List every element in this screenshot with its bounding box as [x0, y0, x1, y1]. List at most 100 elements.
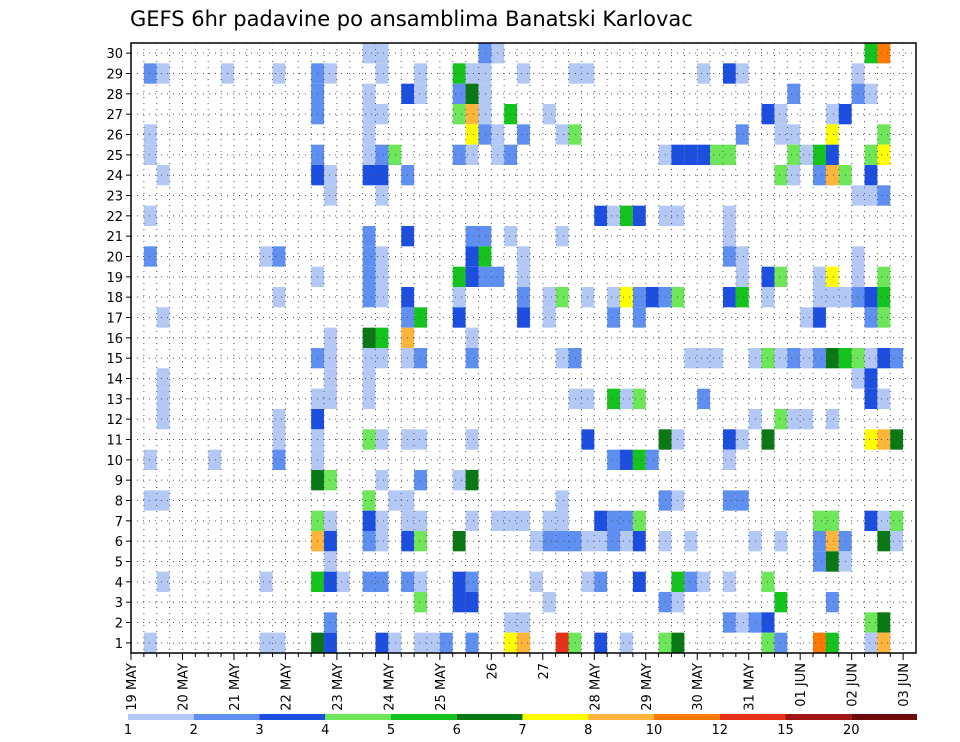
heatmap-cell [452, 470, 466, 491]
heatmap-cell [722, 571, 736, 592]
heatmap-cell [632, 449, 646, 470]
heatmap-cell [465, 104, 479, 125]
heatmap-cell [813, 266, 826, 287]
y-tick-label: 15 [106, 352, 123, 367]
y-tick-label: 7 [115, 515, 123, 530]
y-tick-label: 16 [106, 332, 123, 347]
heatmap-cell [517, 266, 530, 287]
heatmap-cell [143, 632, 157, 653]
heatmap-cell [555, 226, 569, 247]
legend-label: 7 [518, 723, 526, 738]
heatmap-cell [478, 43, 492, 64]
y-tick-label: 19 [106, 271, 123, 286]
legend-label: 10 [646, 723, 663, 738]
heatmap-cell [362, 43, 376, 64]
heatmap-cell [156, 388, 170, 409]
heatmap-cell [825, 144, 839, 165]
heatmap-cell [517, 63, 530, 84]
heatmap-cell [813, 287, 826, 308]
heatmap-cell [504, 612, 518, 633]
heatmap-cell [542, 510, 556, 531]
heatmap-cell [465, 632, 479, 653]
heatmap-cell [710, 348, 723, 369]
heatmap-cell [414, 571, 427, 592]
heatmap-cell [362, 83, 376, 104]
legend-swatch [785, 714, 852, 720]
y-tick-label: 21 [106, 230, 123, 245]
legend-swatch [588, 714, 654, 720]
heatmap-cell [143, 63, 157, 84]
heatmap-cell [607, 449, 621, 470]
y-tick-label: 28 [106, 88, 123, 103]
heatmap-cell [272, 449, 286, 470]
legend-swatch [325, 714, 391, 720]
y-tick-label: 17 [106, 312, 123, 327]
heatmap-cell [465, 246, 479, 267]
heatmap-cell [787, 165, 801, 186]
heatmap-cell [877, 287, 891, 308]
legend-label: 4 [321, 723, 329, 738]
y-tick-label: 8 [115, 495, 123, 510]
y-tick-label: 18 [106, 291, 123, 306]
heatmap-cell [851, 246, 865, 267]
heatmap-cell [362, 104, 376, 125]
legend-swatch [719, 714, 786, 720]
x-tick-label: 19 MAY [125, 663, 140, 711]
legend-label: 8 [584, 723, 592, 738]
heatmap-cell [414, 63, 427, 84]
heatmap-cell [735, 287, 749, 308]
plot-frame [130, 42, 917, 654]
heatmap-cell [336, 571, 350, 592]
legend-swatch [456, 714, 523, 720]
heatmap-cell [722, 429, 736, 450]
heatmap-cell [324, 165, 337, 186]
heatmap-cell [761, 348, 775, 369]
heatmap-cell [324, 470, 337, 491]
heatmap-cell [324, 531, 337, 552]
heatmap-cell [555, 510, 569, 531]
heatmap-cell [877, 612, 891, 633]
heatmap-cell [465, 226, 479, 247]
legend-label: 5 [387, 723, 395, 738]
y-tick-label: 5 [115, 556, 123, 571]
heatmap-cell [620, 287, 633, 308]
x-tick-label: 01 JUN [794, 663, 809, 707]
heatmap-cell [722, 63, 736, 84]
legend-swatch [259, 714, 326, 720]
heatmap-cell [800, 144, 814, 165]
heatmap-cell [722, 490, 736, 511]
heatmap-cell [774, 266, 788, 287]
heatmap-cell [813, 144, 826, 165]
legend-label: 20 [843, 723, 860, 738]
heatmap-cell [813, 307, 826, 328]
heatmap-cell [607, 307, 621, 328]
legend-swatch [193, 714, 260, 720]
heatmap-cell [607, 510, 621, 531]
heatmap-cell [710, 144, 723, 165]
heatmap-cell [362, 165, 376, 186]
y-tick-label: 23 [106, 190, 123, 205]
heatmap-cell [324, 612, 337, 633]
heatmap-cell [735, 246, 749, 267]
heatmap-cell [375, 43, 389, 64]
heatmap-cell [555, 531, 569, 552]
heatmap-cell [465, 63, 479, 84]
heatmap-cell [813, 632, 826, 653]
heatmap-cell [465, 83, 479, 104]
heatmap-cell [259, 632, 273, 653]
heatmap-cell [452, 531, 466, 552]
heatmap-cell [388, 490, 402, 511]
heatmap-cell [375, 63, 389, 84]
heatmap-cell [259, 246, 273, 267]
y-tick-label: 24 [106, 169, 123, 184]
heatmap-cell [722, 287, 736, 308]
y-tick-label: 4 [115, 576, 123, 591]
heatmap-cell [877, 388, 891, 409]
heatmap-cell [761, 266, 775, 287]
heatmap-cell [375, 632, 389, 653]
heatmap-cell [568, 348, 582, 369]
heatmap-cell [620, 632, 633, 653]
heatmap-cell [632, 510, 646, 531]
heatmap-cell [813, 348, 826, 369]
heatmap-cell [555, 124, 569, 145]
